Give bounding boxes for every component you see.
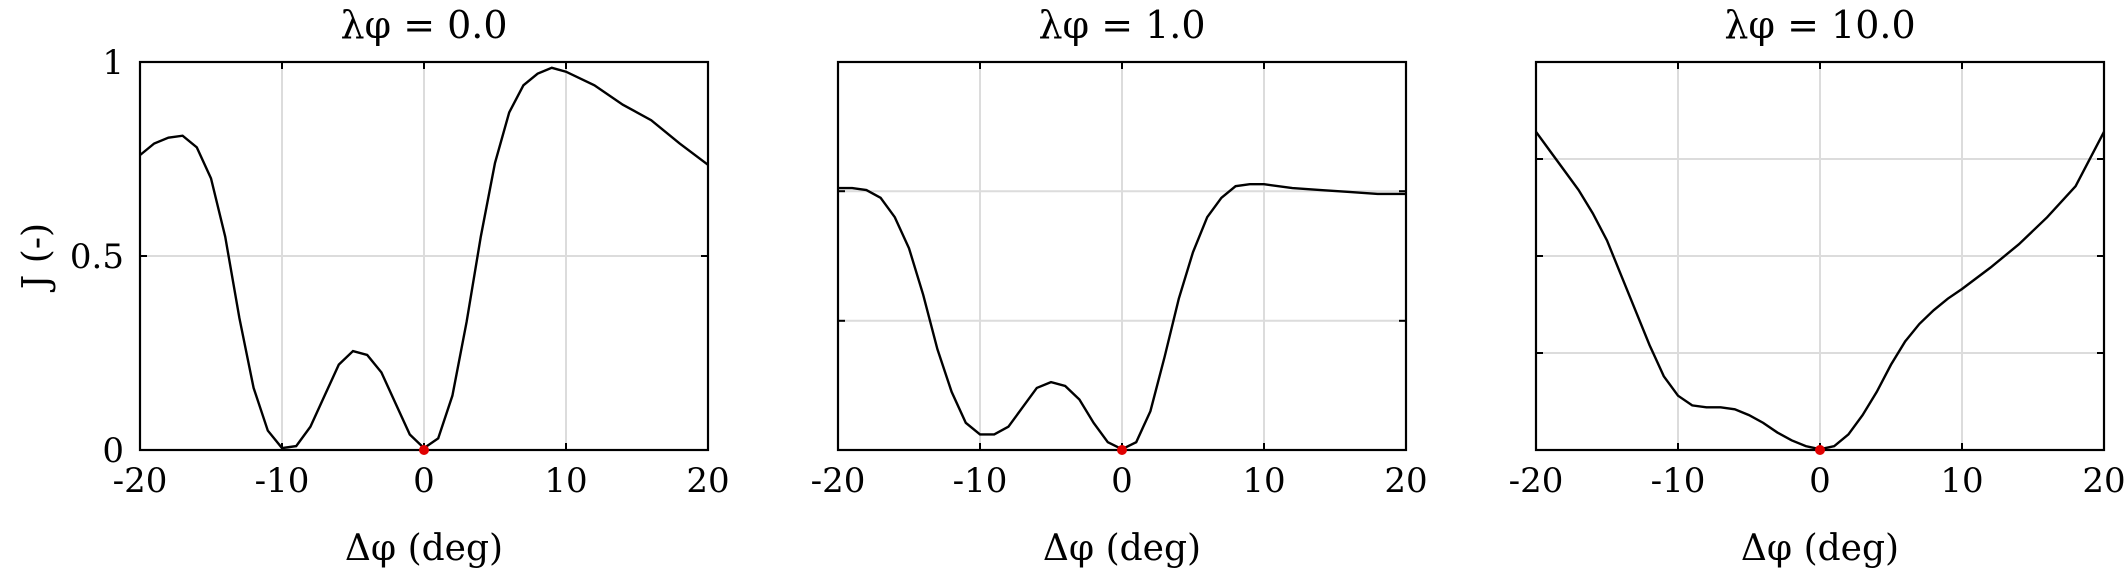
y-tick-label: 1 <box>102 43 124 83</box>
data-line <box>838 183 1406 451</box>
minimum-point <box>1815 445 1825 455</box>
x-tick-label: -20 <box>811 461 866 501</box>
x-tick-label: 20 <box>1384 461 1427 501</box>
minimum-point <box>1117 445 1127 455</box>
panel-title: λφ = 0.0 <box>340 3 507 47</box>
y-tick-label: 0.5 <box>70 237 124 277</box>
x-tick-label: 10 <box>1940 461 1983 501</box>
x-tick-label: -20 <box>1509 461 1564 501</box>
panel-title: λφ = 10.0 <box>1724 3 1915 47</box>
data-line <box>139 66 709 450</box>
x-tick-label: 0 <box>413 461 435 501</box>
panel-title: λφ = 1.0 <box>1038 3 1205 47</box>
x-tick-label: 0 <box>1809 461 1831 501</box>
x-tick-label: -10 <box>255 461 310 501</box>
x-tick-label: -10 <box>953 461 1008 501</box>
y-axis-label: J (-) <box>16 223 57 293</box>
x-tick-label: 20 <box>686 461 729 501</box>
y-tick-label: 0 <box>102 431 124 471</box>
x-axis-label: Δφ (deg) <box>345 528 503 569</box>
chart-panel-1: -20 -10 0 10 20 0 0.5 1 λφ = 0.0 Δφ (deg) J (-) <box>16 3 730 569</box>
minimum-point <box>419 445 429 455</box>
x-axis-label: Δφ (deg) <box>1741 528 1899 569</box>
x-tick-label: 0 <box>1111 461 1133 501</box>
chart-panel-3: -20 -10 0 10 20 λφ = 10.0 Δφ (deg) <box>1509 3 2126 569</box>
x-tick-label: -20 <box>113 461 168 501</box>
x-tick-label: 20 <box>2082 461 2125 501</box>
chart-panel-2: -20 -10 0 10 20 λφ = 1.0 Δφ (deg) <box>811 3 1428 569</box>
data-line <box>1535 131 2106 451</box>
x-tick-label: 10 <box>1242 461 1285 501</box>
x-axis-label: Δφ (deg) <box>1043 528 1201 569</box>
x-tick-label: -10 <box>1651 461 1706 501</box>
x-tick-label: 10 <box>544 461 587 501</box>
